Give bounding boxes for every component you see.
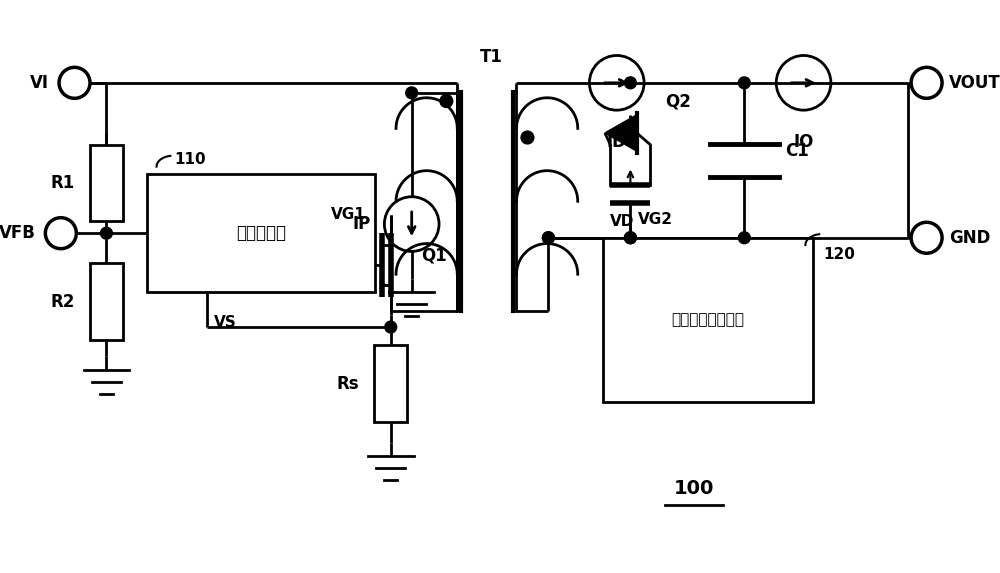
Circle shape (738, 232, 750, 244)
Text: 110: 110 (175, 152, 206, 167)
Circle shape (385, 321, 397, 333)
Circle shape (624, 77, 636, 89)
Text: ID: ID (607, 133, 627, 151)
Text: R2: R2 (50, 293, 75, 311)
Text: C1: C1 (785, 142, 809, 160)
Text: 同步整流控制电路: 同步整流控制电路 (671, 312, 744, 327)
Text: Q1: Q1 (421, 247, 447, 265)
Circle shape (542, 232, 554, 244)
Text: VI: VI (30, 74, 49, 92)
Circle shape (100, 227, 112, 239)
Bar (147, 174, 375, 292)
Text: IP: IP (352, 215, 371, 233)
Text: VG2: VG2 (638, 212, 673, 227)
Text: Rs: Rs (336, 375, 359, 393)
Text: VD: VD (610, 214, 635, 229)
Text: 120: 120 (824, 247, 855, 262)
Text: VFB: VFB (0, 224, 35, 242)
Text: R1: R1 (50, 174, 75, 192)
Circle shape (624, 232, 636, 244)
Circle shape (542, 232, 554, 244)
Circle shape (521, 131, 534, 144)
Text: VS: VS (214, 315, 237, 330)
Circle shape (406, 87, 418, 99)
Text: T1: T1 (480, 49, 503, 66)
Bar (603, 238, 813, 402)
Bar (374, 346, 407, 422)
Bar (90, 263, 123, 340)
Circle shape (624, 232, 636, 244)
Text: Q2: Q2 (665, 92, 691, 110)
Text: GND: GND (949, 229, 991, 247)
Text: VG1: VG1 (331, 207, 366, 222)
Text: 100: 100 (674, 479, 714, 498)
Circle shape (738, 77, 750, 89)
Circle shape (440, 95, 453, 107)
Bar (90, 145, 123, 221)
Polygon shape (605, 115, 637, 151)
Text: 主控制电路: 主控制电路 (236, 224, 286, 242)
Text: IO: IO (793, 133, 814, 151)
Text: VOUT: VOUT (949, 74, 1000, 92)
